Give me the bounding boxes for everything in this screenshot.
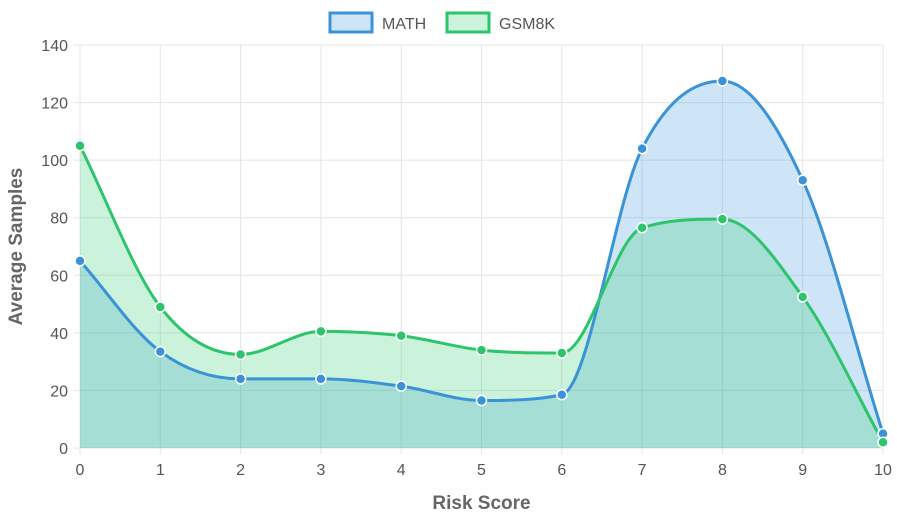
y-tick-label: 120 — [41, 96, 68, 113]
x-axis-ticks: 0 1 2 3 4 5 6 7 8 9 10 — [76, 462, 892, 479]
math-point[interactable] — [636, 142, 648, 155]
gsm8k-point[interactable] — [234, 348, 247, 361]
math-point[interactable] — [475, 394, 488, 407]
gsm8k-point[interactable] — [74, 140, 86, 152]
math-point[interactable] — [716, 75, 729, 87]
gsm8k-point[interactable] — [395, 329, 407, 342]
y-tick-label: 80 — [50, 211, 68, 228]
gsm8k-point[interactable] — [877, 436, 889, 448]
x-tick-label: 4 — [397, 462, 406, 479]
math-point[interactable] — [315, 373, 327, 385]
x-tick-label: 2 — [236, 462, 245, 479]
gsm8k-point[interactable] — [315, 325, 327, 338]
x-axis-title: Risk Score — [432, 493, 530, 514]
y-tick-label: 140 — [41, 38, 68, 55]
y-axis-ticks: 0 20 40 60 80 100 120 140 — [41, 38, 68, 458]
legend-label: GSM8K — [499, 16, 555, 33]
gsm8k-point[interactable] — [154, 301, 167, 313]
x-tick-label: 9 — [798, 462, 807, 479]
gsm8k-line — [78, 145, 885, 443]
gsm8k-point[interactable] — [556, 347, 568, 359]
math-point[interactable] — [234, 373, 247, 385]
x-tick-label: 5 — [477, 462, 486, 479]
math-point[interactable] — [395, 380, 407, 392]
gsm8k-point[interactable] — [475, 344, 488, 356]
y-tick-label: 60 — [50, 268, 68, 285]
x-tick-label: 7 — [638, 462, 647, 479]
legend: MATH GSM8K — [328, 11, 555, 34]
series-points — [74, 75, 889, 448]
y-tick-label: 0 — [59, 441, 68, 458]
gsm8k-point[interactable] — [716, 213, 729, 225]
legend-item-gsm8k[interactable]: GSM8K — [445, 11, 555, 34]
gsm8k-point[interactable] — [796, 291, 809, 303]
y-tick-label: 100 — [41, 153, 68, 170]
math-point[interactable] — [74, 255, 86, 267]
math-line — [78, 79, 885, 435]
math-area — [80, 80, 883, 448]
gsm8k-point[interactable] — [636, 222, 648, 234]
y-axis-title: Average Samples — [6, 168, 27, 326]
x-tick-label: 8 — [718, 462, 727, 479]
x-tick-label: 0 — [76, 462, 85, 479]
math-point[interactable] — [154, 345, 167, 358]
math-point[interactable] — [796, 174, 809, 187]
x-tick-label: 1 — [156, 462, 165, 479]
legend-swatch — [445, 11, 491, 34]
y-tick-label: 40 — [50, 326, 68, 343]
grid — [74, 44, 884, 454]
x-tick-label: 3 — [316, 462, 325, 479]
x-tick-label: 6 — [557, 462, 566, 479]
legend-swatch — [328, 11, 374, 34]
legend-label: MATH — [382, 16, 426, 33]
math-point[interactable] — [556, 388, 568, 401]
y-tick-label: 20 — [50, 383, 68, 400]
legend-item-math[interactable]: MATH — [328, 11, 426, 34]
series-lines — [78, 79, 885, 443]
x-tick-label: 10 — [874, 462, 892, 479]
